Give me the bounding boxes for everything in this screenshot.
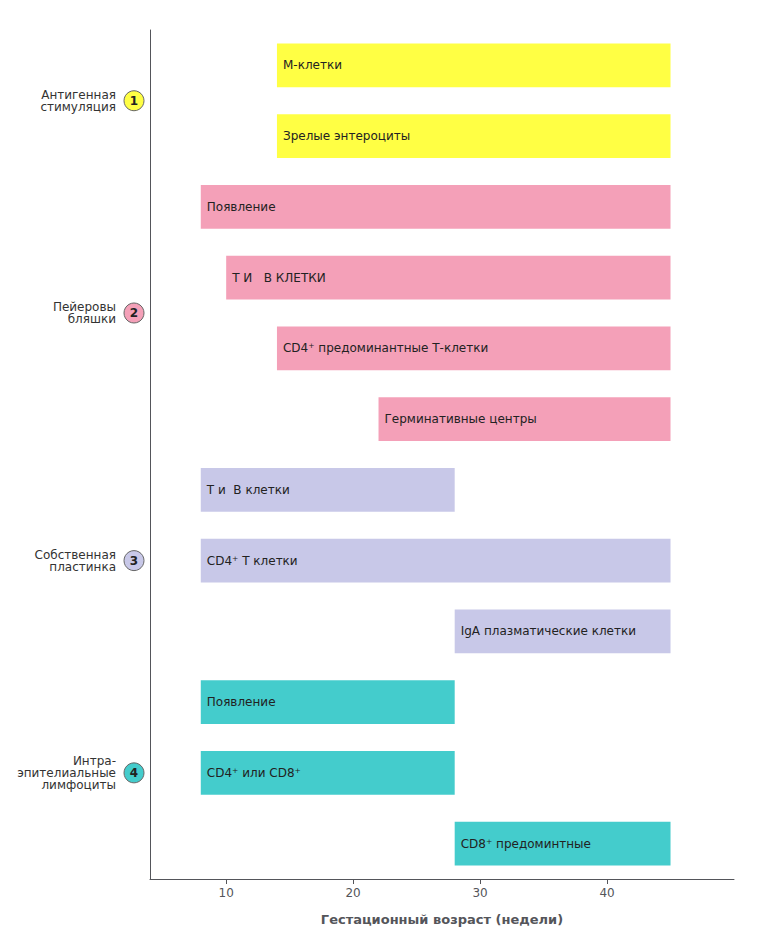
svg-text:CD4⁺ Т клетки: CD4⁺ Т клетки bbox=[207, 554, 298, 568]
svg-text:эпителиальные: эпителиальные bbox=[17, 765, 116, 780]
svg-text:Т и В клетки: Т и В клетки bbox=[206, 483, 290, 497]
svg-text:Герминативные центры: Герминативные центры bbox=[385, 412, 537, 426]
svg-text:CD4⁺ или CD8⁺: CD4⁺ или CD8⁺ bbox=[207, 766, 301, 780]
svg-text:20: 20 bbox=[345, 886, 360, 900]
svg-text:1: 1 bbox=[130, 94, 138, 108]
svg-text:пластинка: пластинка bbox=[49, 560, 116, 574]
svg-text:CD8⁺ предоминтные: CD8⁺ предоминтные bbox=[461, 837, 591, 851]
svg-text:Пейеровы: Пейеровы bbox=[52, 300, 116, 314]
svg-text:Собственная: Собственная bbox=[34, 547, 116, 562]
svg-text:IgA плазматические клетки: IgA плазматические клетки bbox=[461, 624, 636, 638]
svg-text:Зрелые энтероциты: Зрелые энтероциты bbox=[283, 129, 410, 143]
svg-text:стимуляция: стимуляция bbox=[40, 100, 116, 114]
svg-text:М-клетки: М-клетки bbox=[283, 58, 342, 72]
svg-text:Появление: Появление bbox=[207, 200, 276, 214]
svg-text:Гестационный возраст (недели): Гестационный возраст (недели) bbox=[321, 912, 563, 927]
svg-text:Антигенная: Антигенная bbox=[41, 87, 116, 102]
svg-text:бляшки: бляшки bbox=[68, 312, 116, 326]
svg-text:лимфоциты: лимфоциты bbox=[41, 778, 116, 792]
svg-text:Появление: Появление bbox=[207, 695, 276, 709]
svg-text:Т И В КЛЕТКИ: Т И В КЛЕТКИ bbox=[231, 271, 326, 285]
svg-text:10: 10 bbox=[219, 886, 234, 900]
svg-text:Интра-: Интра- bbox=[72, 753, 116, 768]
svg-text:30: 30 bbox=[472, 886, 487, 900]
svg-text:3: 3 bbox=[130, 554, 138, 568]
svg-text:40: 40 bbox=[599, 886, 614, 900]
svg-text:2: 2 bbox=[130, 306, 138, 320]
svg-text:CD4⁺ предоминантные Т-клетки: CD4⁺ предоминантные Т-клетки bbox=[283, 341, 488, 355]
svg-text:4: 4 bbox=[130, 766, 138, 780]
